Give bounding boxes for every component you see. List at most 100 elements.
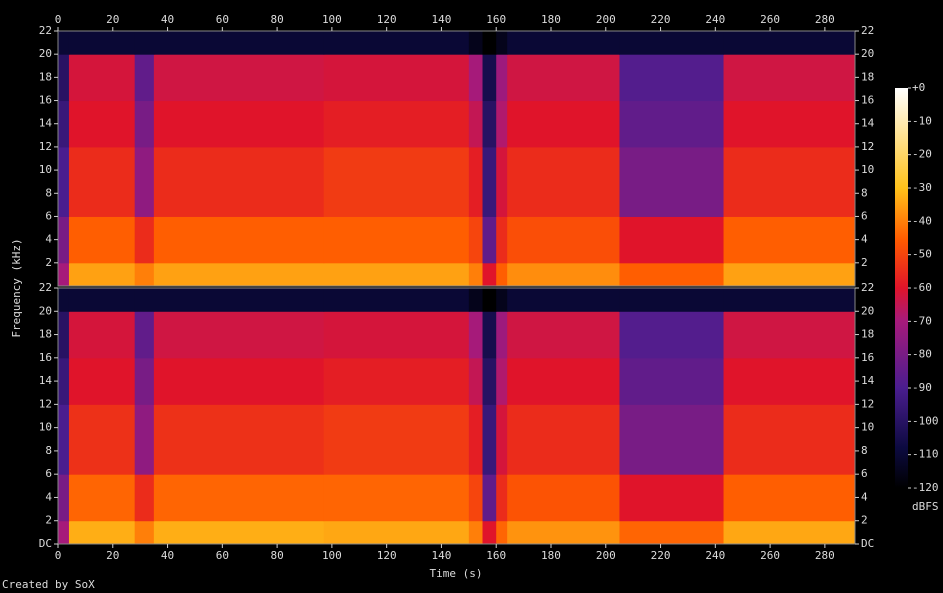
x-tick-label: 200 — [596, 549, 616, 562]
y-tick-label: 20 — [861, 304, 874, 317]
spectrum-cell — [58, 311, 70, 359]
spectrum-cell — [496, 520, 508, 545]
spectrum-cell — [482, 474, 497, 522]
x-tick-label: 40 — [161, 549, 174, 562]
x-tick-label: 120 — [377, 549, 397, 562]
y-tick-label: 12 — [39, 397, 52, 410]
spectrum-cell — [468, 520, 484, 545]
spectrum-cell — [68, 54, 136, 102]
spectrum-cell — [468, 146, 484, 217]
spectrum-cell — [468, 262, 484, 287]
panel-frame — [57, 287, 856, 545]
spectrum-cell — [468, 288, 484, 312]
spectrum-cell — [507, 31, 620, 55]
y-tick-label: 2 — [45, 256, 52, 269]
y-tick-label: 2 — [45, 514, 52, 527]
colorbar-tick-label: +0 — [912, 81, 925, 94]
spectrum-cell — [468, 54, 484, 102]
spectrum-cell — [723, 288, 856, 312]
y-tick-label: 12 — [861, 140, 874, 153]
colorbar-tick-label: -20 — [912, 148, 932, 161]
spectrum-cell — [323, 31, 470, 55]
x-tick-label: 60 — [216, 549, 229, 562]
x-tick-label: 40 — [161, 13, 174, 26]
y-tick-label: 2 — [861, 514, 868, 527]
spectrum-cell — [153, 146, 325, 217]
y-tick-label: 22 — [39, 281, 52, 294]
x-tick-label: 160 — [486, 13, 506, 26]
spectrum-cell — [153, 288, 325, 312]
spectrum-cell — [134, 288, 155, 312]
spectrum-cell — [723, 404, 856, 475]
spectrum-cell — [58, 54, 70, 102]
y-tick-label: 10 — [39, 421, 52, 434]
spectrum-cell — [58, 31, 70, 55]
spectrum-cell — [482, 100, 497, 148]
spectrum-cell — [134, 31, 155, 55]
y-tick-label: 18 — [861, 70, 874, 83]
spectrum-cell — [482, 404, 497, 475]
spectrum-cell — [496, 311, 508, 359]
spectrum-cell — [496, 146, 508, 217]
y-tick-label: 12 — [861, 397, 874, 410]
x-tick-label: 100 — [322, 13, 342, 26]
spectrum-cell — [68, 31, 136, 55]
spectrum-cell — [468, 474, 484, 522]
spectrum-cell — [507, 216, 620, 264]
colorbar-tick-label: -70 — [912, 314, 932, 327]
x-tick-label: 20 — [106, 13, 119, 26]
spectrum-cell — [619, 54, 725, 102]
y-tick-label: DC — [39, 537, 52, 550]
panel-frame — [57, 30, 856, 287]
spectrum-cell — [723, 100, 856, 148]
spectrum-cell — [496, 404, 508, 475]
spectrum-cell — [68, 146, 136, 217]
spectrum-cell — [619, 262, 725, 287]
x-tick-label: 0 — [55, 13, 62, 26]
spectrum-cell — [496, 31, 508, 55]
spectrum-cell — [723, 474, 856, 522]
y-tick-label: 20 — [39, 47, 52, 60]
spectrum-cell — [482, 262, 497, 287]
spectrum-cell — [723, 520, 856, 545]
spectrum-cell — [68, 262, 136, 287]
y-tick-label: DC — [861, 537, 874, 550]
colorbar-tick-label: -50 — [912, 248, 932, 261]
y-tick-label: 16 — [861, 351, 874, 364]
y-tick-label: 4 — [861, 233, 868, 246]
spectrum-cell — [323, 146, 470, 217]
spectrum-cell — [507, 474, 620, 522]
x-tick-label: 100 — [322, 549, 342, 562]
spectrum-cell — [619, 357, 725, 405]
spectrum-cell — [619, 31, 725, 55]
x-tick-label: 220 — [651, 13, 671, 26]
colorbar — [895, 88, 908, 488]
spectrum-cell — [323, 357, 470, 405]
x-tick-label: 80 — [270, 13, 283, 26]
spectrum-cell — [723, 146, 856, 217]
spectrum-cell — [134, 262, 155, 287]
spectrum-cell — [482, 357, 497, 405]
y-tick-label: 4 — [45, 233, 52, 246]
credit: Created by SoX — [2, 578, 95, 591]
x-tick-label: 0 — [55, 549, 62, 562]
spectrum-cell — [468, 357, 484, 405]
spectrum-cell — [468, 404, 484, 475]
spectrum-cell — [58, 216, 70, 264]
x-tick-label: 120 — [377, 13, 397, 26]
spectrum-cell — [134, 100, 155, 148]
spectrum-cell — [68, 216, 136, 264]
spectrum-cell — [68, 474, 136, 522]
colorbar-tick-label: -100 — [912, 414, 939, 427]
y-tick-label: 10 — [861, 421, 874, 434]
spectrum-cell — [323, 288, 470, 312]
spectrum-cell — [58, 262, 70, 287]
spectrum-cell — [496, 100, 508, 148]
colorbar-tick-label: -110 — [912, 448, 939, 461]
spectrum-cell — [134, 216, 155, 264]
spectrum-cell — [153, 357, 325, 405]
spectrum-cell — [482, 216, 497, 264]
spectrum-cell — [134, 357, 155, 405]
spectrum-cell — [323, 262, 470, 287]
spectrum-cell — [482, 311, 497, 359]
